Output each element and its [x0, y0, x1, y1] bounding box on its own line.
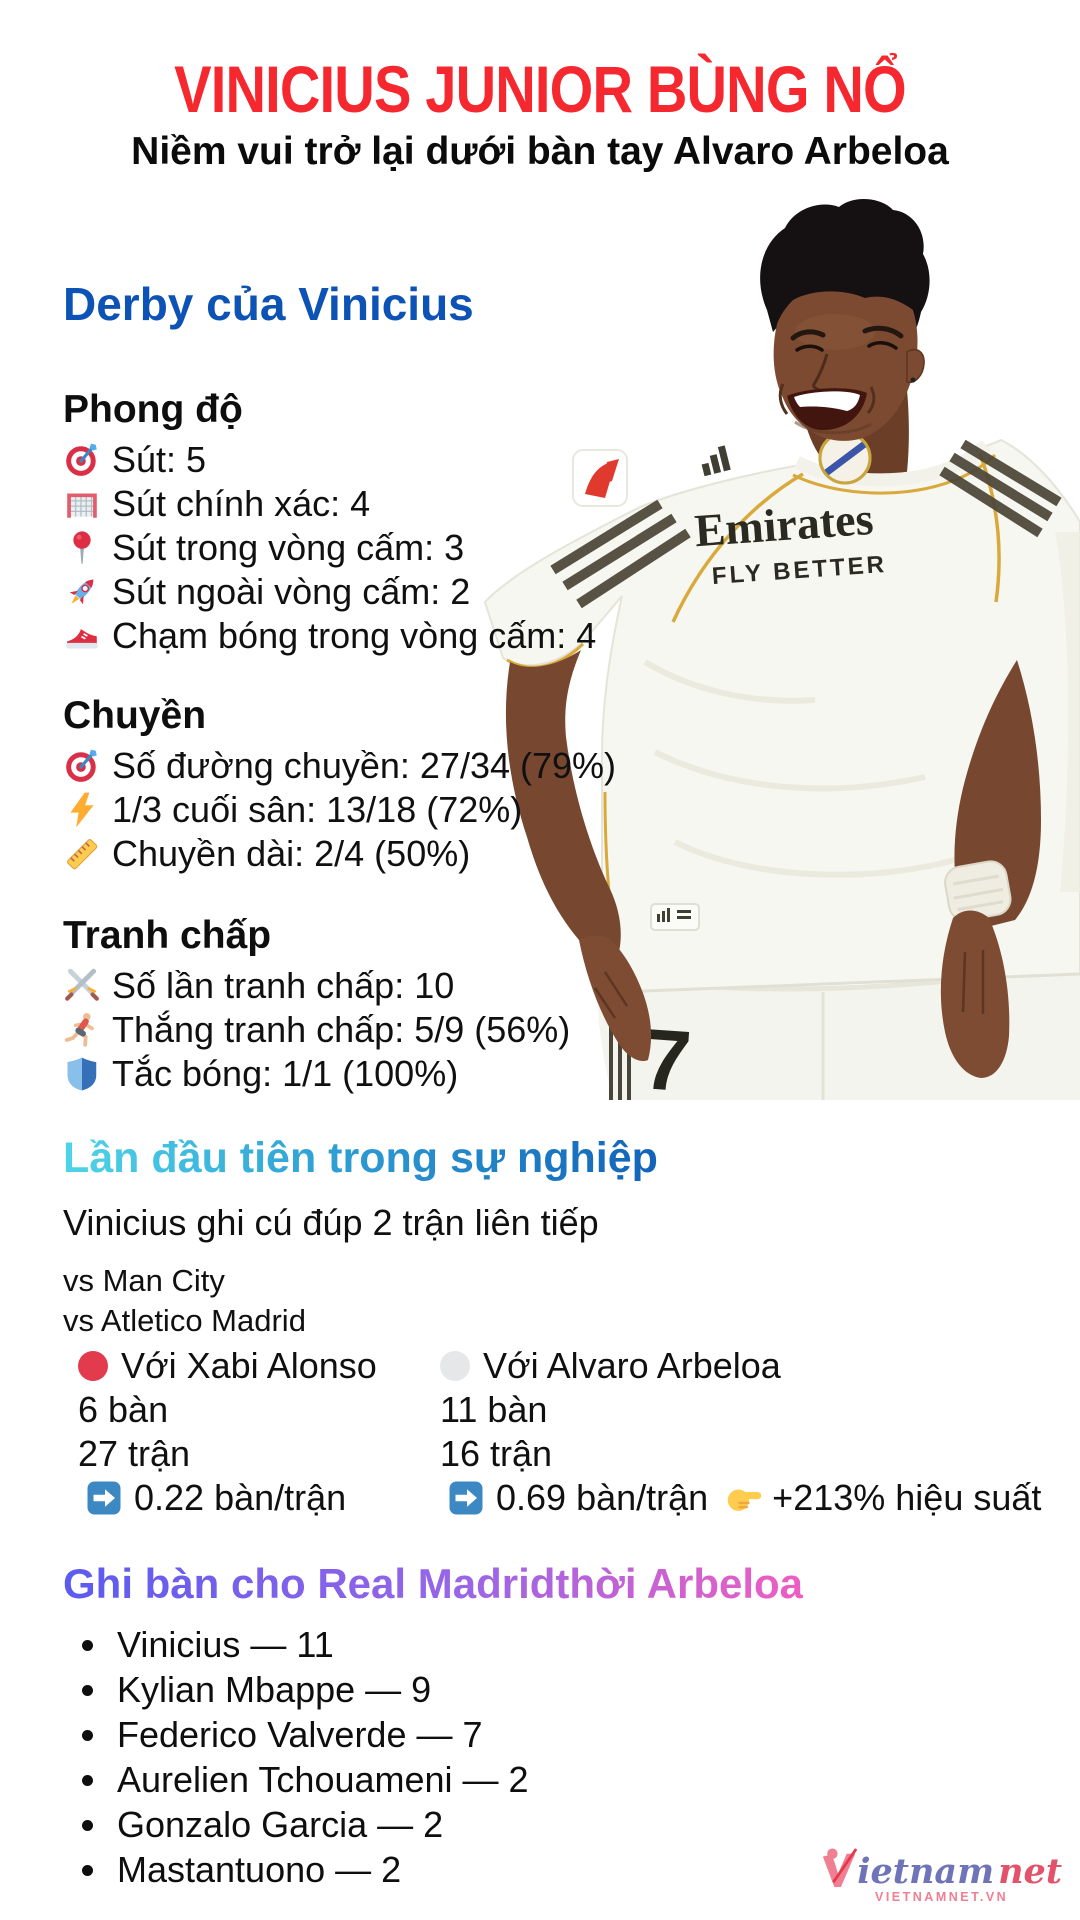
stat-text: Thắng tranh chấp: 5/9 (56%)	[112, 1009, 571, 1050]
efficiency-value: +213% hiệu suất	[772, 1477, 1042, 1518]
vietnamnet-logo: ietnam net VIETNAMNET.VN	[821, 1848, 1062, 1904]
player-head	[760, 199, 930, 441]
stat-item: Số đường chuyền: 27/34 (79%)	[63, 744, 616, 788]
duel-section: Tranh chấp Số lần tranh chấp: 10 Thắng t…	[63, 914, 570, 1096]
first-time-line: Vinicius ghi cú đúp 2 trận liên tiếp	[63, 1202, 599, 1244]
stat-text: Sút trong vòng cấm: 3	[112, 527, 465, 568]
coach-label: Với Alvaro Arbeloa	[483, 1345, 781, 1386]
logo-word-net: net	[998, 1850, 1062, 1892]
arrow-right-icon	[86, 1480, 122, 1516]
stat-item: Thắng tranh chấp: 5/9 (56%)	[63, 1008, 570, 1052]
page-subtitle: Niềm vui trở lại dưới bàn tay Alvaro Arb…	[131, 130, 949, 173]
player-left-arm	[505, 650, 652, 1062]
target-icon	[63, 441, 101, 479]
jersey-sponsor: Emirates	[693, 493, 875, 556]
runner-icon	[63, 1011, 101, 1049]
stat-item: Sút chính xác: 4	[63, 482, 596, 526]
derby-section: Derby của Vinicius	[63, 278, 474, 330]
stat-text: Sút: 5	[112, 439, 207, 480]
sneaker-icon	[63, 617, 101, 655]
stat-text: Số đường chuyền: 27/34 (79%)	[112, 745, 617, 786]
logo-subtext: VIETNAMNET.VN	[875, 1890, 1009, 1904]
stat-item: Chuyền dài: 2/4 (50%)	[63, 832, 616, 876]
stat-item: Tắc bóng: 1/1 (100%)	[63, 1052, 570, 1096]
shield-icon	[63, 1055, 101, 1093]
goals-value: 6 bàn	[78, 1389, 169, 1430]
rocket-icon	[63, 573, 101, 611]
form-heading: Phong độ	[63, 388, 243, 431]
player-photo: 7	[455, 192, 1080, 1110]
logo-word-main: ietnam	[857, 1850, 995, 1892]
form-section: Phong độ Sút: 5 Sút chính xác: 4 Sút tro…	[63, 388, 596, 658]
matches-value: 27 trận	[78, 1433, 191, 1474]
passing-section: Chuyền Số đường chuyền: 27/34 (79%) 1/3 …	[63, 694, 616, 876]
pointing-hand-icon	[724, 1478, 764, 1518]
adidas-logo-icon	[701, 445, 731, 477]
scorer-item: Aurelien Tchouameni — 2	[111, 1757, 803, 1802]
coach-label: Với Xabi Alonso	[121, 1345, 377, 1386]
comparison-column-alonso: Với Xabi Alonso 6 bàn 27 trận 0.22 bàn/t…	[78, 1344, 440, 1520]
scorers-section: Ghi bàn cho Real Madridthời Arbeloa Vini…	[63, 1560, 804, 1892]
scorer-item: Mastantuono — 2	[111, 1847, 803, 1892]
red-circle-icon	[78, 1351, 108, 1381]
scorer-item: Vinicius — 11	[111, 1622, 803, 1667]
scorers-heading: Ghi bàn cho Real Madridthời Arbeloa	[63, 1560, 804, 1607]
pushpin-icon	[63, 529, 101, 567]
coach-comparison: Với Xabi Alonso 6 bàn 27 trận 0.22 bàn/t…	[78, 1344, 1041, 1520]
vietnamnet-v-icon	[823, 1848, 858, 1887]
adidas-shoulder-stripes	[550, 439, 1062, 609]
stat-text: Chạm bóng trong vòng cấm: 4	[112, 615, 597, 656]
stat-item: Sút: 5	[63, 438, 596, 482]
stat-text: Số lần tranh chấp: 10	[112, 965, 455, 1006]
scorer-item: Gonzalo Garcia — 2	[111, 1802, 803, 1847]
lightning-icon	[63, 791, 101, 829]
goal-net-icon	[63, 485, 101, 523]
match-item: vs Man City	[63, 1262, 225, 1298]
stat-text: Sút ngoài vòng cấm: 2	[112, 571, 471, 612]
page-title: VINICIUS JUNIOR BÙNG NỔ	[174, 52, 906, 126]
stat-text: Tắc bóng: 1/1 (100%)	[112, 1053, 459, 1094]
matches-value: 16 trận	[440, 1433, 553, 1474]
comparison-column-arbeloa: Với Alvaro Arbeloa 11 bàn 16 trận 0.69 b…	[440, 1344, 1041, 1520]
gray-circle-icon	[440, 1351, 470, 1381]
header: VINICIUS JUNIOR BÙNG NỔ Niềm vui trở lại…	[0, 56, 1080, 171]
crossed-swords-icon	[63, 967, 101, 1005]
passing-heading: Chuyền	[63, 694, 207, 737]
target-icon	[63, 747, 101, 785]
ruler-icon	[63, 835, 101, 873]
match-item: vs Atletico Madrid	[63, 1302, 306, 1338]
first-time-section: Lần đầu tiên trong sự nghiệp Vinicius gh…	[63, 1134, 658, 1341]
derby-heading: Derby của Vinicius	[63, 278, 474, 330]
stat-item: 1/3 cuối sân: 13/18 (72%)	[63, 788, 616, 832]
duel-heading: Tranh chấp	[63, 914, 272, 957]
first-time-heading: Lần đầu tiên trong sự nghiệp	[63, 1134, 658, 1182]
stat-item: Chạm bóng trong vòng cấm: 4	[63, 614, 596, 658]
scorer-item: Kylian Mbappe — 9	[111, 1667, 803, 1712]
player-right-arm	[940, 660, 1041, 1078]
goals-value: 11 bàn	[440, 1389, 548, 1430]
stat-item: Sút ngoài vòng cấm: 2	[63, 570, 596, 614]
laliga-patch-icon	[572, 449, 628, 507]
stat-text: 1/3 cuối sân: 13/18 (72%)	[112, 789, 523, 830]
rate-value: 0.22 bàn/trận	[134, 1477, 347, 1518]
stat-text: Chuyền dài: 2/4 (50%)	[112, 833, 471, 874]
stat-item: Sút trong vòng cấm: 3	[63, 526, 596, 570]
scorer-item: Federico Valverde — 7	[111, 1712, 803, 1757]
stat-item: Số lần tranh chấp: 10	[63, 964, 570, 1008]
stat-text: Sút chính xác: 4	[112, 483, 371, 524]
arrow-right-icon	[448, 1480, 484, 1516]
rate-value: 0.69 bàn/trận	[496, 1477, 709, 1518]
